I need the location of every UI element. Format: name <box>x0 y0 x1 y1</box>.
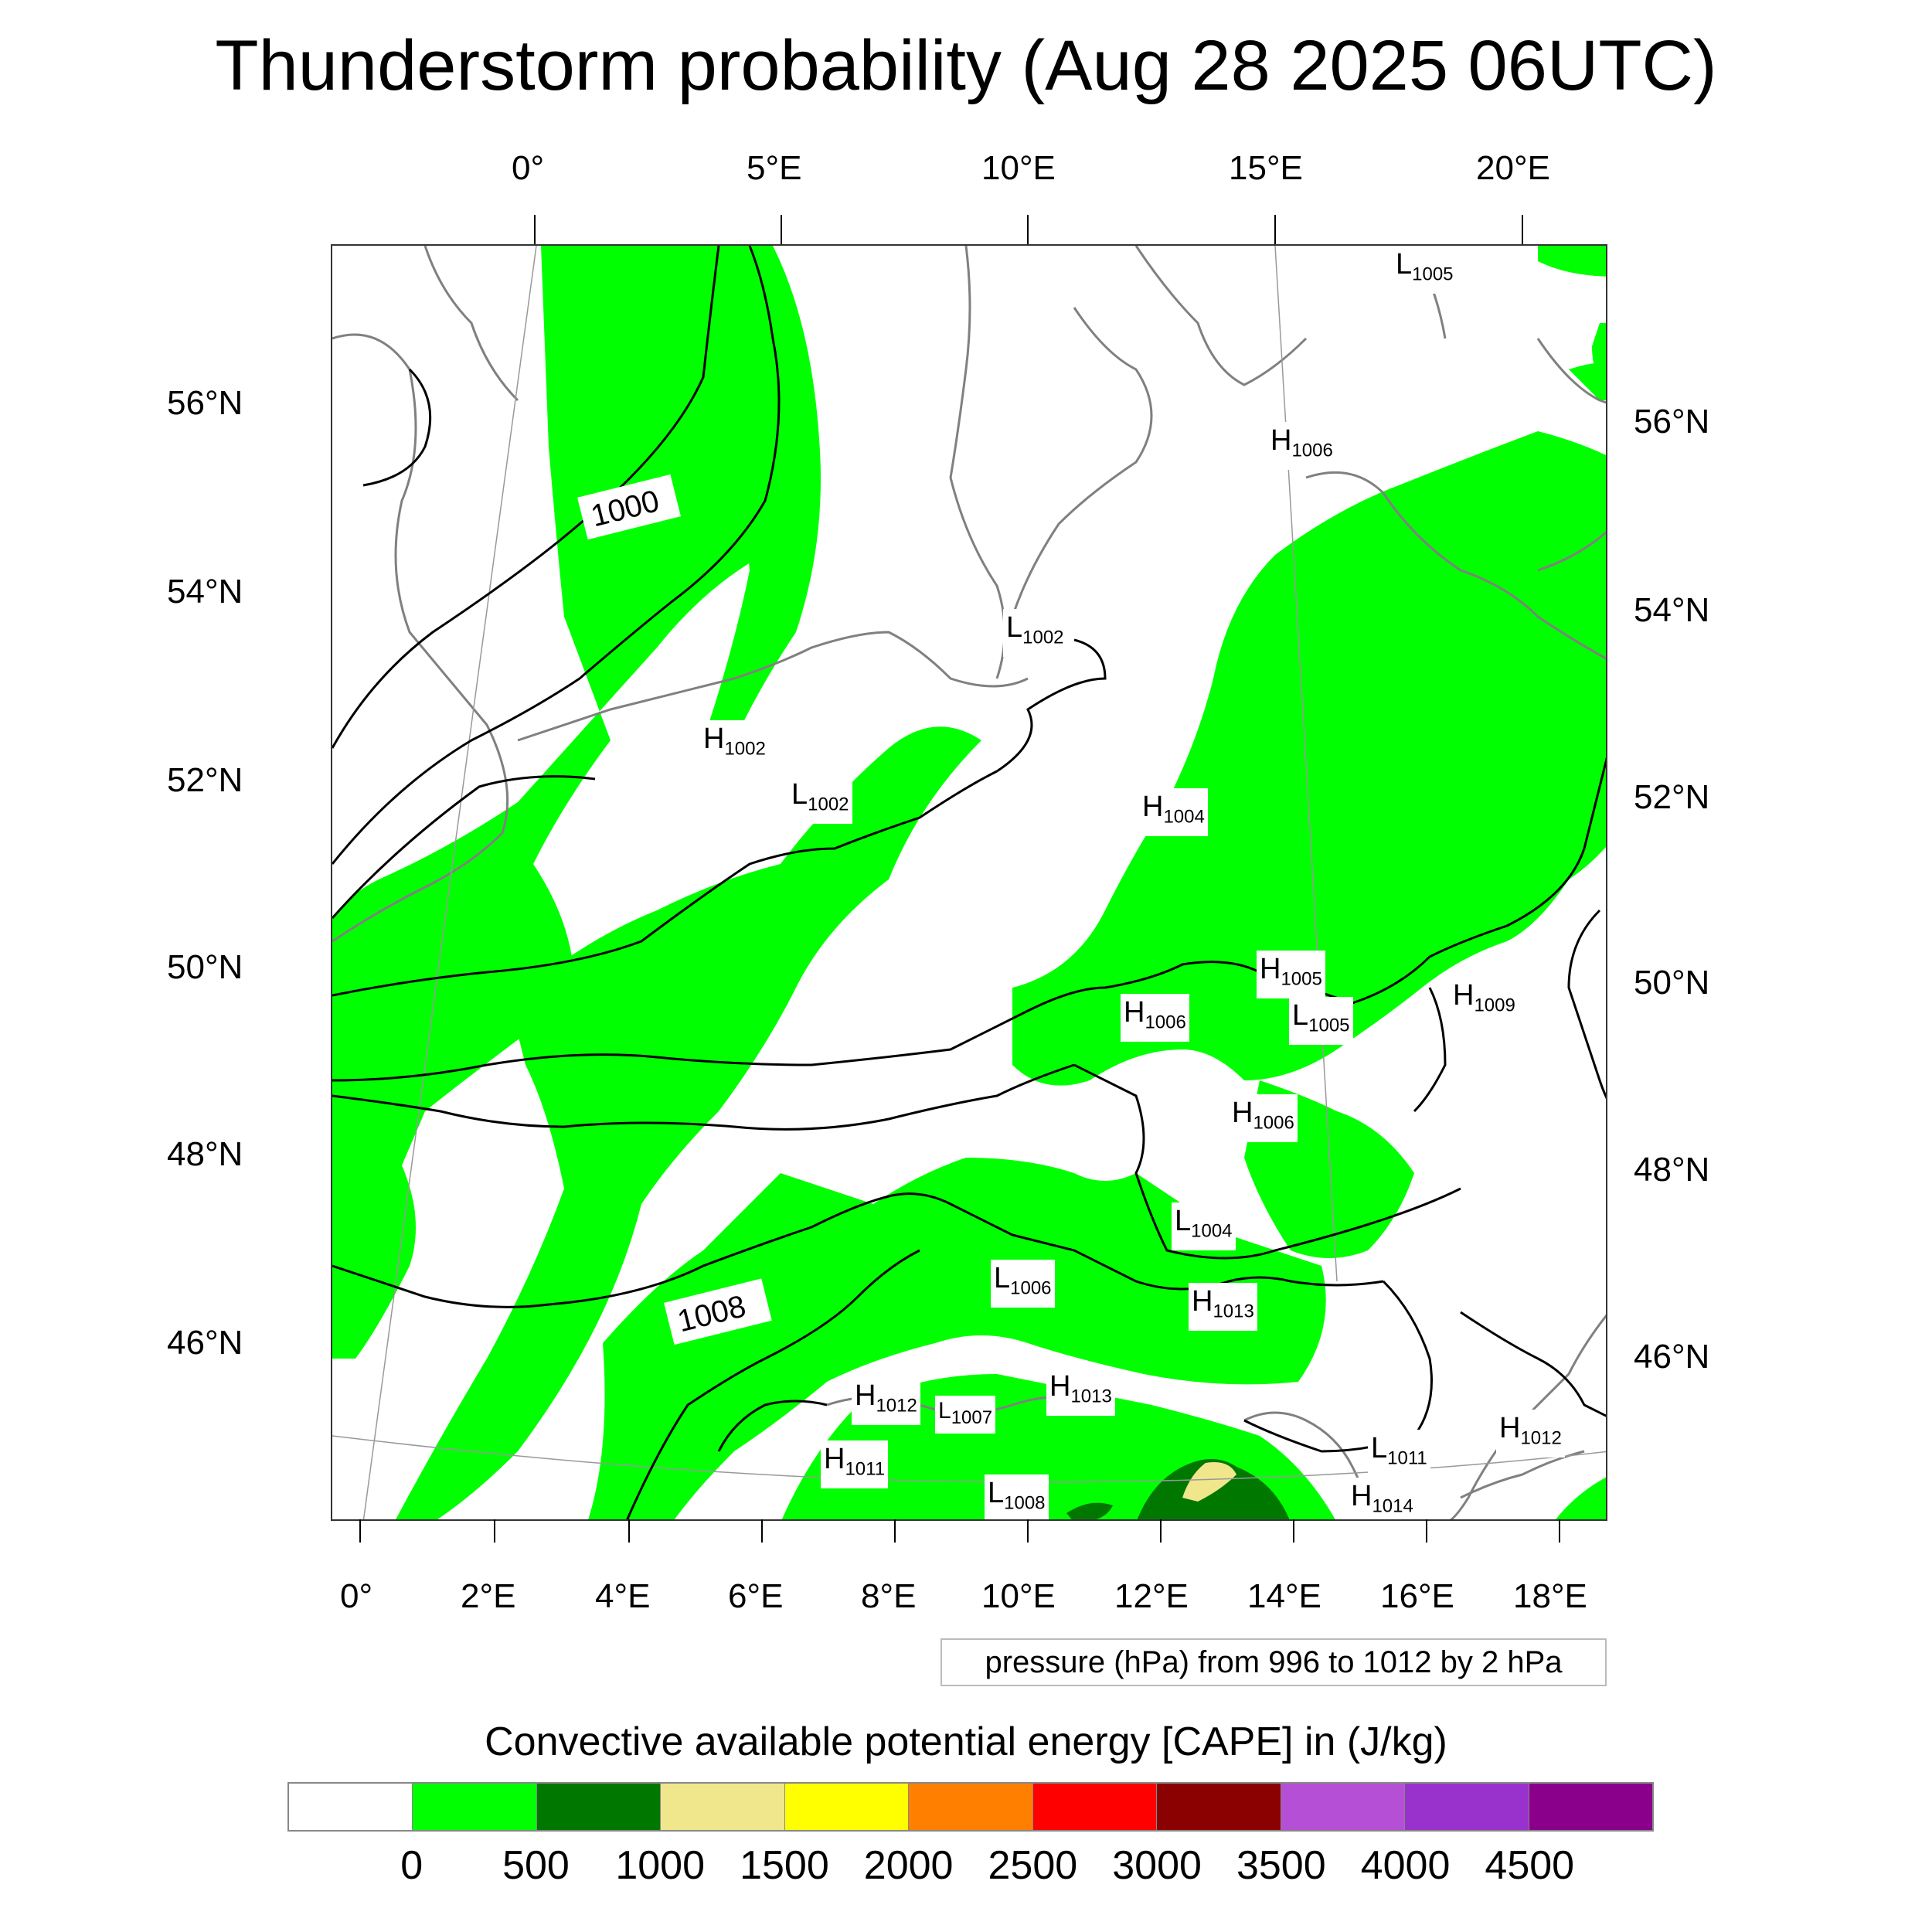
map-area[interactable]: 1000 1008 L1005 H1006 L1002 H1002 L1002 … <box>331 244 1607 1521</box>
right-axis-label: 50°N <box>1634 964 1710 1002</box>
bottom-axis-label: 10°E <box>981 1577 1056 1615</box>
pressure-center-label: L1007 <box>935 1396 996 1434</box>
cape-fill-0-500 <box>332 246 1606 1519</box>
top-tick-marks <box>534 215 1523 244</box>
colorbar-swatch <box>784 1784 910 1830</box>
bottom-axis-label: 18°E <box>1513 1577 1587 1615</box>
cape-fill-1000-1500 <box>1182 1462 1236 1502</box>
colorbar-swatch <box>909 1784 1033 1830</box>
pressure-note: pressure (hPa) from 996 to 1012 by 2 hPa <box>940 1638 1607 1686</box>
left-axis-label: 54°N <box>167 573 243 611</box>
bottom-axis-label: 4°E <box>595 1577 651 1615</box>
isobars <box>332 246 1606 1519</box>
pressure-center-label: H1006 <box>1267 422 1336 470</box>
colorbar-tick-label: 2000 <box>863 1843 954 1888</box>
top-axis-label: 20°E <box>1476 149 1550 187</box>
pressure-center-label: H1009 <box>1450 977 1519 1025</box>
bottom-axis-label: 0° <box>340 1577 373 1615</box>
colorbar <box>287 1782 1654 1832</box>
right-axis-label: 46°N <box>1634 1338 1710 1376</box>
colorbar-tick-label: 0 <box>400 1843 423 1888</box>
colorbar-swatch <box>1529 1784 1652 1830</box>
top-axis-label: 15°E <box>1229 149 1303 187</box>
bottom-axis-label: 8°E <box>861 1577 917 1615</box>
pressure-center-label: L1002 <box>1003 609 1067 657</box>
bottom-axis-label: 12°E <box>1114 1577 1189 1615</box>
colorbar-swatch <box>1405 1784 1529 1830</box>
colorbar-tick-label: 3500 <box>1236 1843 1326 1888</box>
bottom-tick-marks <box>359 1519 1560 1543</box>
bottom-axis-label: 2°E <box>461 1577 516 1615</box>
pressure-center-label: H1006 <box>1121 994 1189 1042</box>
colorbar-swatch <box>1032 1784 1158 1830</box>
colorbar-swatch <box>536 1784 662 1830</box>
colorbar-swatch <box>413 1784 537 1830</box>
colorbar-swatch <box>289 1784 413 1830</box>
colorbar-tick-label: 500 <box>502 1843 570 1888</box>
pressure-center-label: H1012 <box>1496 1410 1565 1458</box>
bottom-axis-label: 16°E <box>1380 1577 1454 1615</box>
colorbar-tick-label: 1500 <box>740 1843 829 1888</box>
top-axis-label: 10°E <box>981 149 1056 187</box>
right-axis-label: 54°N <box>1634 591 1710 629</box>
pressure-center-label: L1005 <box>1289 997 1353 1045</box>
pressure-center-label: L1005 <box>1393 246 1457 294</box>
left-axis-label: 50°N <box>167 948 243 986</box>
left-axis-label: 48°N <box>167 1135 243 1173</box>
pressure-center-label: H1013 <box>1189 1283 1257 1331</box>
chart-title: Thunderstorm probability (Aug 28 2025 06… <box>215 26 1717 105</box>
colorbar-swatch <box>1157 1784 1281 1830</box>
pressure-center-label: L1002 <box>788 776 852 824</box>
top-axis-label: 0° <box>512 149 545 187</box>
colorbar-tick-label: 4000 <box>1360 1843 1451 1888</box>
pressure-center-label: H1011 <box>821 1440 889 1488</box>
bottom-axis-label: 14°E <box>1247 1577 1321 1615</box>
pressure-center-label: H1004 <box>1139 788 1208 836</box>
pressure-center-label: L1008 <box>985 1475 1049 1519</box>
right-axis-label: 52°N <box>1634 778 1710 816</box>
right-axis-label: 48°N <box>1634 1151 1710 1189</box>
pressure-center-label: L1006 <box>991 1260 1055 1308</box>
pressure-center-label: H1002 <box>700 720 769 768</box>
right-axis-label: 56°N <box>1634 403 1710 440</box>
left-axis-label: 56°N <box>167 384 243 422</box>
pressure-center-label: H1005 <box>1257 951 1325 998</box>
colorbar-tick-label: 3000 <box>1112 1843 1202 1888</box>
pressure-center-label: L1011 <box>1368 1430 1430 1478</box>
pressure-center-label: H1014 <box>1348 1478 1417 1519</box>
pressure-center-label: H1012 <box>852 1377 920 1425</box>
pressure-center-label: H1013 <box>1046 1368 1115 1416</box>
left-axis-label: 46°N <box>167 1324 243 1362</box>
pressure-center-label: H1006 <box>1229 1094 1298 1142</box>
colorbar-tick-label: 1000 <box>615 1843 706 1888</box>
top-axis-label: 5°E <box>747 149 802 187</box>
left-axis-label: 52°N <box>167 761 243 799</box>
colorbar-swatch <box>661 1784 785 1830</box>
map-canvas: 1000 1008 <box>332 246 1606 1519</box>
colorbar-title: Convective available potential energy [C… <box>485 1719 1447 1764</box>
colorbar-swatch <box>1281 1784 1406 1830</box>
colorbar-tick-label: 2500 <box>988 1843 1078 1888</box>
bottom-axis-label: 6°E <box>728 1577 784 1615</box>
pressure-center-label: L1004 <box>1172 1202 1236 1250</box>
colorbar-tick-label: 4500 <box>1485 1843 1575 1888</box>
